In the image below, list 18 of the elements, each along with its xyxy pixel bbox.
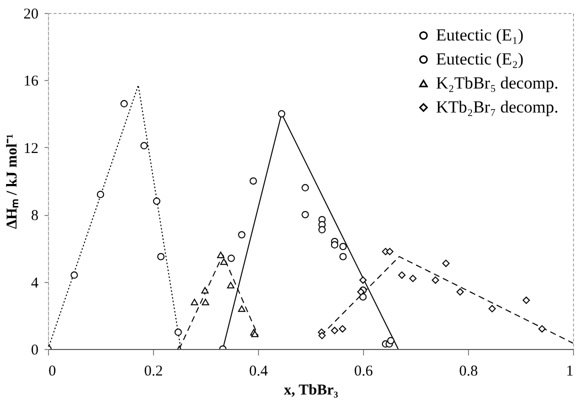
x-tick-label: 0.8 <box>459 364 478 380</box>
y-tick-label: 12 <box>24 140 38 157</box>
x-tick-label: 0.4 <box>249 364 268 380</box>
y-tick-label: 16 <box>24 74 39 90</box>
y-tick-label: 20 <box>24 6 38 22</box>
legend-label: Eutectic (E₂) <box>436 50 524 68</box>
legend-label: K₂TbBr₅ decomp. <box>436 74 558 92</box>
x-axis-title: x, TbBr₃ <box>284 382 339 398</box>
y-tick-label: 4 <box>31 275 39 292</box>
y-axis-title: ΔHₘ / kJ mol⁻¹ <box>4 134 20 229</box>
x-tick-label: 1 <box>566 364 574 380</box>
legend-label: KTb₂Br₇ decomp. <box>436 98 558 116</box>
y-tick-label: 0 <box>31 342 38 358</box>
x-tick-label: 0.6 <box>354 364 374 380</box>
x-tick-label: 0 <box>48 364 56 380</box>
legend-label: Eutectic (E₁) <box>436 26 524 44</box>
y-tick-label: 8 <box>31 208 38 224</box>
x-tick-label: 0.2 <box>144 364 163 380</box>
